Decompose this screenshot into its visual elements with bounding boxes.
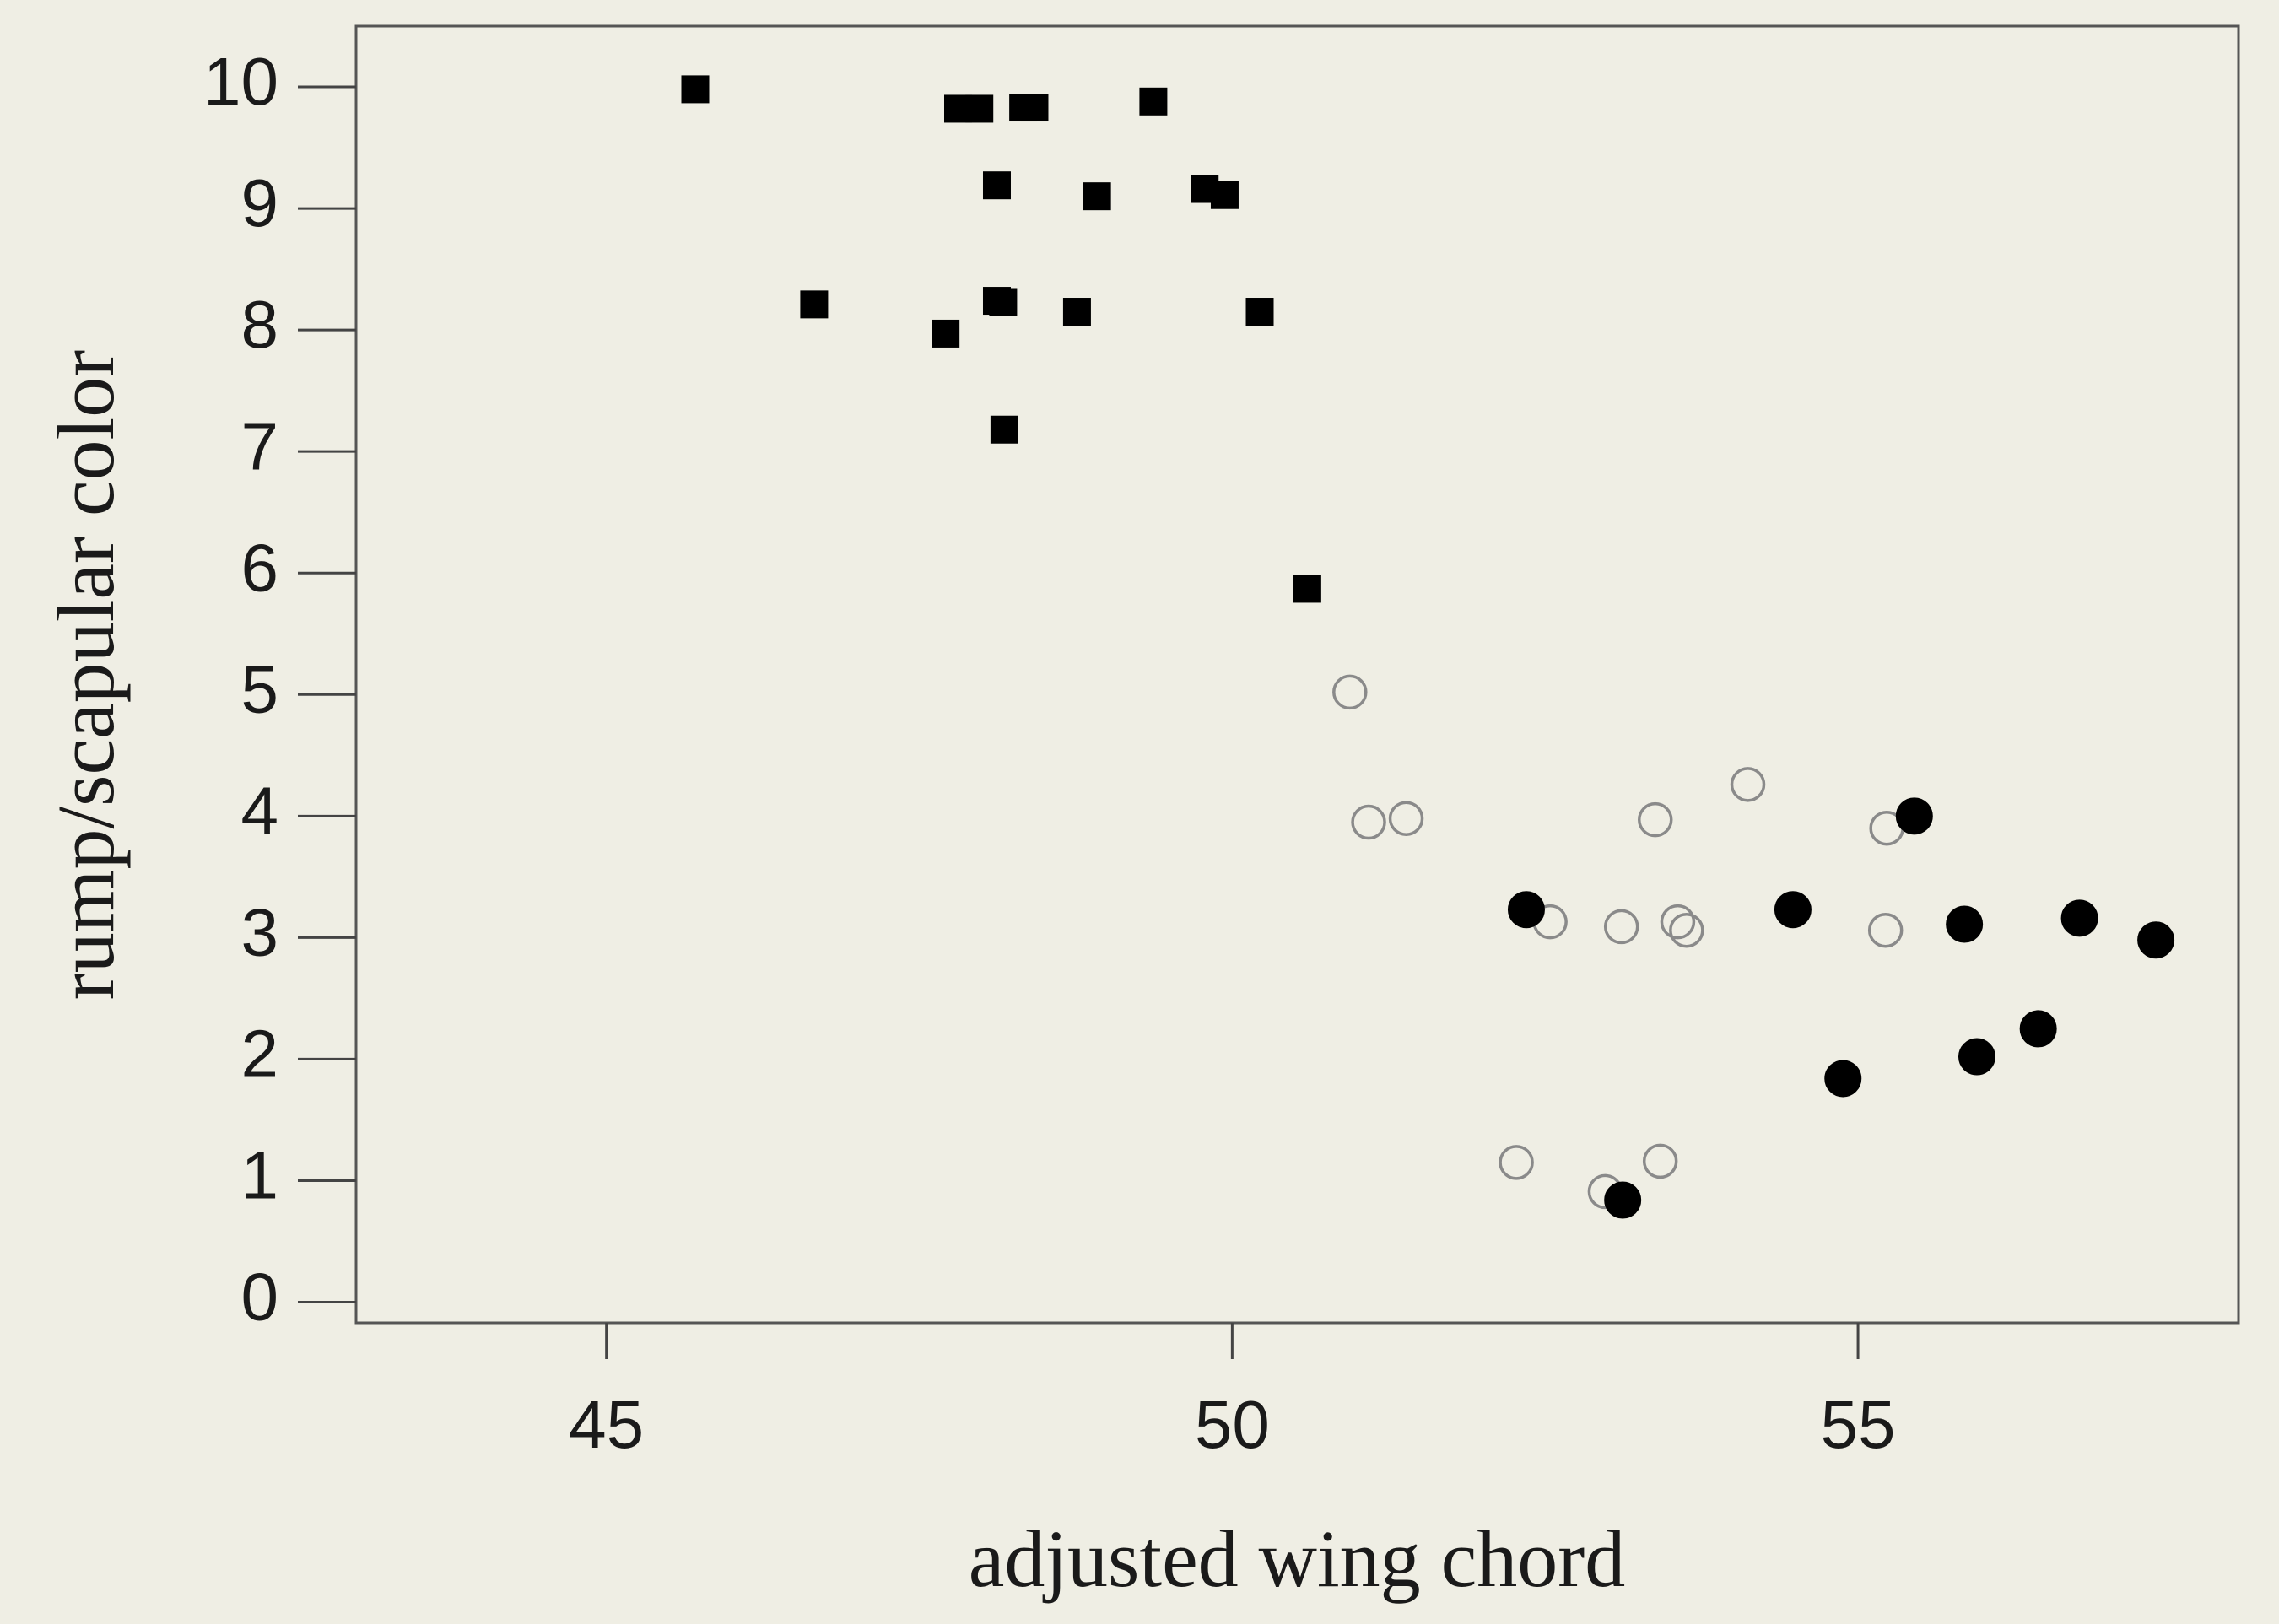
y-tick-label: 9 [241, 165, 279, 240]
x-tick-label: 50 [1195, 1387, 1270, 1462]
y-tick-label: 6 [241, 530, 279, 605]
point [1210, 181, 1239, 209]
point [1603, 909, 1639, 945]
point [965, 94, 994, 123]
point [1388, 801, 1424, 836]
point [1332, 674, 1368, 710]
y-tick-label: 3 [241, 894, 279, 969]
y-tick-label: 4 [241, 773, 279, 848]
point [1867, 912, 1904, 948]
point [1660, 904, 1696, 940]
point [1293, 575, 1321, 603]
x-tick-label: 55 [1821, 1387, 1896, 1462]
point [2137, 921, 2175, 959]
point [681, 75, 710, 104]
y-tick-label: 10 [203, 44, 278, 119]
point [1351, 804, 1386, 840]
y-tick-label: 7 [241, 408, 279, 483]
point [1642, 1143, 1678, 1179]
point [1946, 905, 1984, 943]
point [990, 415, 1018, 444]
point [2019, 1010, 2057, 1048]
point [2060, 899, 2098, 937]
point [1895, 797, 1933, 835]
point [1824, 1060, 1862, 1098]
y-tick-label: 2 [241, 1017, 279, 1092]
point [1604, 1181, 1642, 1219]
x-tick-label: 45 [569, 1387, 644, 1462]
plot-frame [354, 24, 2240, 1325]
point [800, 290, 829, 319]
point [1245, 298, 1274, 326]
point [1730, 767, 1766, 802]
y-tick-label: 0 [241, 1260, 279, 1335]
y-tick-label: 5 [241, 651, 279, 726]
x-axis-label: adjusted wing chord [969, 1513, 1626, 1604]
point [1020, 94, 1049, 122]
point [1669, 912, 1704, 948]
point [1083, 182, 1111, 211]
point [1774, 891, 1812, 929]
point [932, 319, 960, 348]
point [1637, 801, 1673, 838]
point [989, 288, 1018, 316]
y-axis-label: rump/scapular color [41, 350, 131, 1000]
point [982, 171, 1011, 200]
point [1062, 298, 1091, 326]
y-tick-label: 8 [241, 287, 279, 362]
point [1499, 1145, 1534, 1180]
point [1139, 87, 1168, 116]
y-tick-label: 1 [241, 1138, 279, 1213]
point [1507, 891, 1545, 929]
point [1958, 1038, 1995, 1076]
